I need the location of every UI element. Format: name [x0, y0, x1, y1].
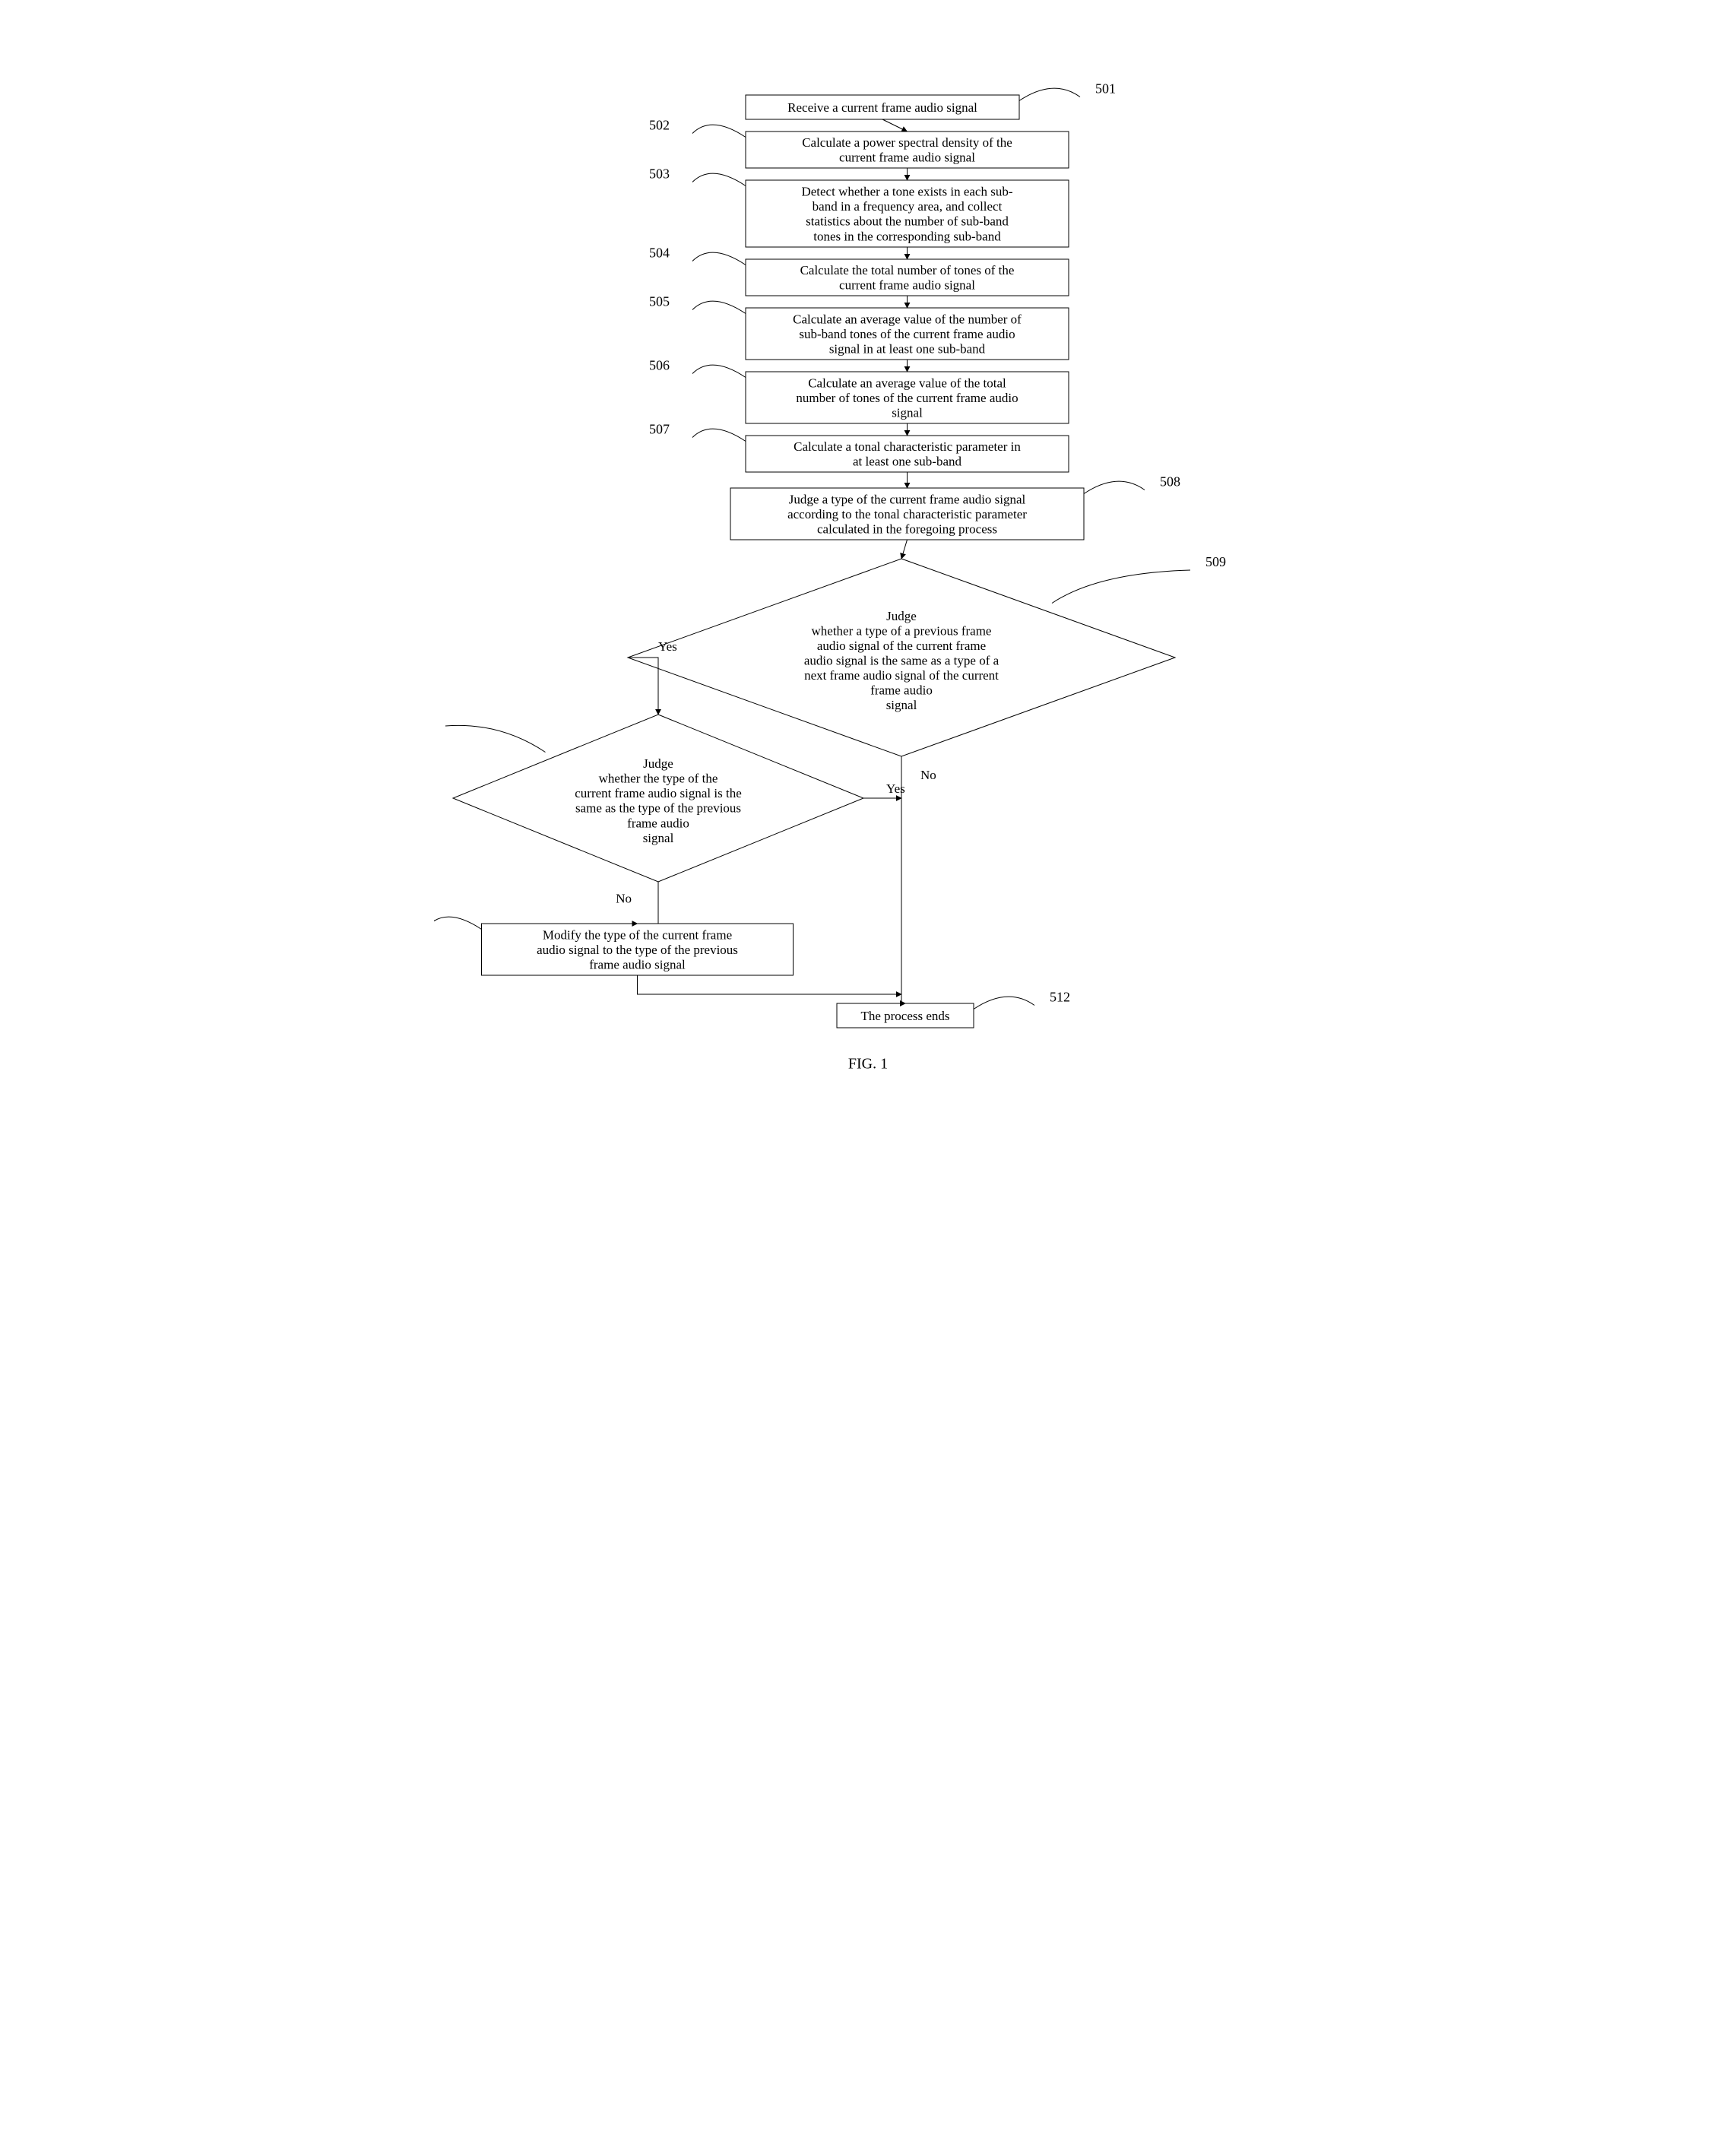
edge-label-510-yes: Yes [886, 781, 905, 796]
callout-line-n512 [974, 997, 1034, 1009]
step-label-n502: 502 [649, 118, 670, 133]
step-label-n512: 512 [1050, 990, 1070, 1005]
step-label-n507: 507 [649, 422, 670, 437]
edge-label-509-no: No [920, 768, 936, 782]
flow-edge [901, 994, 905, 1003]
step-label-n501: 501 [1095, 81, 1116, 97]
callout-line-n506 [692, 365, 746, 377]
step-label-n509: 509 [1205, 554, 1226, 569]
edge-label-509-yes: Yes [658, 639, 677, 654]
flow-edge [901, 540, 908, 559]
flow-box-text-n502: Calculate a power spectral density of th… [802, 135, 1012, 165]
step-label-n503: 503 [649, 166, 670, 182]
figure-caption: FIG. 1 [848, 1056, 888, 1073]
flow-box-text-n503: Detect whether a tone exists in each sub… [801, 185, 1012, 244]
flow-edge [628, 658, 658, 715]
flow-box-text-n508: Judge a type of the current frame audio … [787, 492, 1027, 536]
flow-diamond-text-n509: Judgewhether a type of a previous framea… [804, 609, 999, 712]
flow-edge [638, 882, 659, 924]
flow-box-text-n504: Calculate the total number of tones of t… [800, 263, 1015, 293]
callout-line-n508 [1084, 481, 1145, 493]
callout-line-n503 [692, 173, 746, 185]
callout-line-n509 [1052, 570, 1190, 604]
callout-line-n504 [692, 252, 746, 265]
flowchart-figure: Receive a current frame audio signal 501 C… [434, 30, 1302, 1107]
flow-box-text-n507: Calculate a tonal characteristic paramet… [794, 439, 1021, 469]
callout-line-n505 [692, 301, 746, 313]
flow-diamond-text-n510: Judgewhether the type of thecurrent fram… [575, 756, 742, 845]
flow-box-text-n505: Calculate an average value of the number… [793, 312, 1022, 356]
flow-box-text-n512: The process ends [860, 1009, 949, 1023]
step-label-n505: 505 [649, 294, 670, 309]
callout-line-n502 [692, 125, 746, 137]
flow-edge [638, 975, 902, 994]
edge-label-510-no: No [616, 892, 632, 906]
step-label-n508: 508 [1160, 474, 1180, 490]
flow-box-text-n506: Calculate an average value of the totaln… [796, 376, 1018, 420]
flow-box-text-n501: Receive a current frame audio signal [787, 100, 977, 115]
callout-line-n510 [445, 725, 546, 752]
callout-line-n511 [434, 917, 482, 929]
callout-line-n501 [1019, 88, 1080, 100]
flow-edge [882, 119, 908, 132]
callout-line-n507 [692, 429, 746, 441]
step-label-n504: 504 [649, 246, 670, 261]
flow-box-text-n511: Modify the type of the current frameaudi… [537, 927, 738, 971]
step-label-n506: 506 [649, 358, 670, 373]
